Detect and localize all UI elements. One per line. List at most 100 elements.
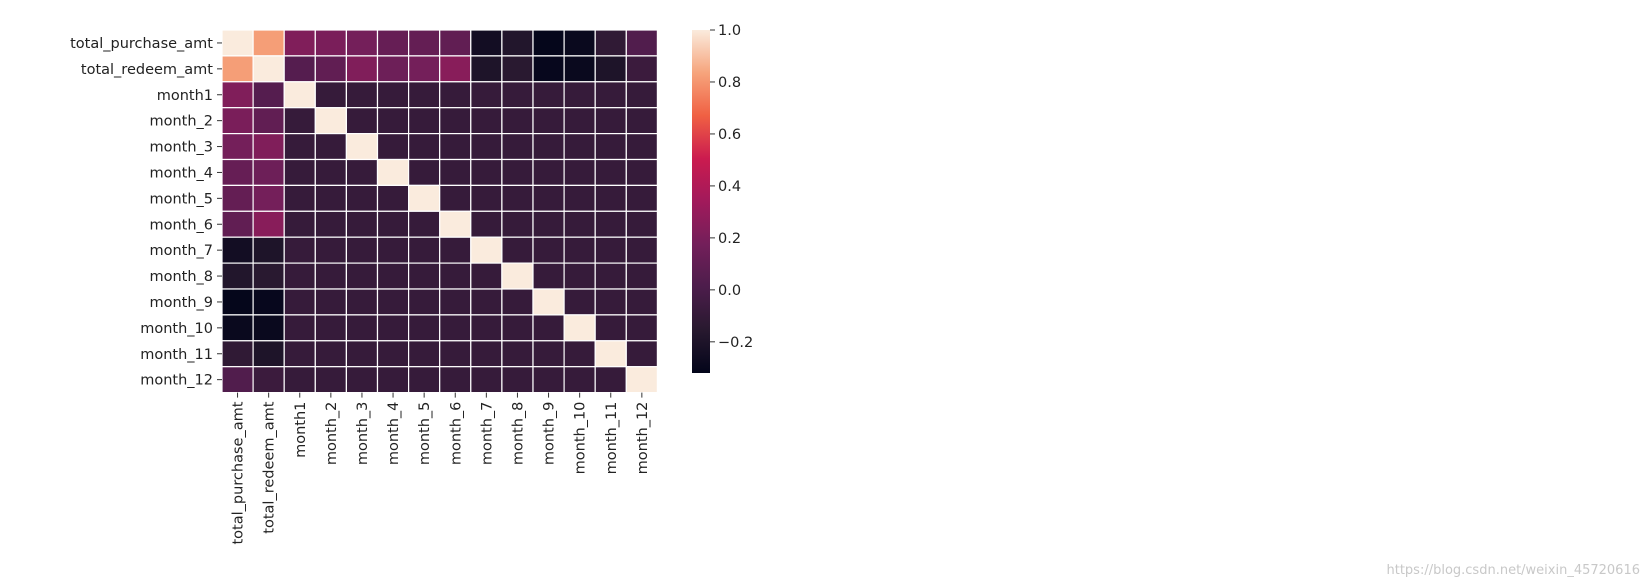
column-label: month_12 — [635, 402, 651, 475]
heatmap-cell — [252, 55, 285, 83]
heatmap-cell — [625, 81, 658, 109]
colorbar-tick-label: 0.8 — [718, 75, 741, 91]
heatmap-cell — [314, 288, 347, 316]
heatmap-cell — [439, 81, 472, 109]
colorbar-tick-label: 0.6 — [718, 127, 741, 143]
column-label: month_9 — [542, 402, 558, 466]
heatmap-cell — [439, 55, 472, 83]
heatmap-cell — [563, 107, 596, 135]
heatmap-cell — [594, 133, 627, 161]
row-label: month_7 — [149, 243, 213, 259]
heatmap-cell — [501, 262, 534, 290]
heatmap-cell — [532, 81, 565, 109]
heatmap-cell — [532, 55, 565, 83]
heatmap-cell — [408, 133, 441, 161]
heatmap-cell — [314, 29, 347, 57]
colorbar-tick-label: 1.0 — [718, 23, 741, 39]
heatmap-cell — [345, 133, 379, 161]
heatmap-cell — [252, 184, 285, 212]
heatmap-cell — [314, 184, 347, 212]
heatmap-cell — [439, 236, 472, 264]
heatmap-cell — [283, 314, 316, 342]
row-label: total_purchase_amt — [70, 36, 213, 52]
heatmap-cell — [470, 262, 503, 290]
heatmap-cell — [345, 184, 379, 212]
row-label: month_2 — [149, 114, 213, 130]
column-label: month_8 — [510, 402, 526, 466]
heatmap-cell — [501, 55, 534, 83]
heatmap-cell — [221, 55, 254, 83]
column-label: total_purchase_amt — [231, 401, 247, 544]
row-label: month_4 — [149, 165, 213, 181]
heatmap-cell — [345, 262, 379, 290]
heatmap-cell — [532, 236, 565, 264]
heatmap-cell — [532, 314, 565, 342]
heatmap-cell — [252, 288, 285, 316]
heatmap-cell — [221, 262, 254, 290]
heatmap-cell — [563, 184, 596, 212]
heatmap-cell — [625, 314, 658, 342]
heatmap-cell — [439, 210, 472, 238]
row-label: month_8 — [149, 269, 213, 285]
row-label: month_9 — [149, 295, 213, 311]
heatmap-cell — [532, 107, 565, 135]
heatmap-cell — [439, 340, 472, 368]
row-labels: total_purchase_amt total_redeem_amt month1… — [70, 36, 222, 389]
heatmap-cell — [532, 262, 565, 290]
heatmap-cell — [252, 133, 285, 161]
heatmap-cell — [408, 340, 441, 368]
heatmap-cell — [625, 107, 658, 135]
heatmap-cell — [283, 107, 316, 135]
row-label: month_6 — [149, 217, 213, 233]
heatmap-cell — [439, 288, 472, 316]
heatmap-cell — [314, 55, 347, 83]
heatmap-cell — [408, 158, 441, 186]
heatmap-cells — [221, 29, 658, 394]
heatmap-cell — [470, 366, 503, 394]
heatmap-cell — [252, 81, 285, 109]
heatmap-cell — [501, 340, 534, 368]
heatmap-cell — [439, 107, 472, 135]
colorbar-tick-label: 0.4 — [718, 179, 741, 195]
heatmap-cell — [532, 29, 565, 57]
heatmap-cell — [408, 210, 441, 238]
heatmap-cell — [376, 133, 410, 161]
heatmap-cell — [625, 236, 658, 264]
heatmap-cell — [532, 133, 565, 161]
heatmap-cell — [283, 29, 316, 57]
colorbar: 1.0 0.8 0.6 0.4 0.2 0.0 −0.2 — [692, 23, 753, 373]
heatmap-cell — [563, 236, 596, 264]
heatmap-cell — [501, 314, 534, 342]
heatmap-cell — [345, 81, 379, 109]
column-label: month_10 — [573, 402, 589, 475]
column-label: month1 — [293, 402, 309, 458]
heatmap-cell — [563, 340, 596, 368]
column-label: month_4 — [386, 402, 402, 466]
heatmap-cell — [408, 288, 441, 316]
heatmap-cell — [532, 288, 565, 316]
column-label: month_6 — [448, 402, 464, 466]
heatmap-cell — [345, 158, 379, 186]
heatmap-cell — [283, 288, 316, 316]
heatmap-cell — [252, 340, 285, 368]
heatmap-cell — [408, 262, 441, 290]
heatmap-cell — [345, 340, 379, 368]
row-label: month_11 — [140, 347, 213, 363]
heatmap-cell — [470, 107, 503, 135]
heatmap-cell — [376, 184, 410, 212]
colorbar-gradient — [692, 30, 710, 373]
heatmap-cell — [501, 236, 534, 264]
row-label: month_12 — [140, 373, 213, 389]
heatmap-cell — [221, 184, 254, 212]
heatmap-cell — [625, 210, 658, 238]
heatmap-cell — [283, 184, 316, 212]
heatmap-cell — [563, 55, 596, 83]
heatmap-cell — [345, 236, 379, 264]
row-label: month_10 — [140, 321, 213, 337]
heatmap-cell — [252, 262, 285, 290]
heatmap-cell — [625, 184, 658, 212]
heatmap-cell — [501, 29, 534, 57]
heatmap-cell — [376, 288, 410, 316]
heatmap-cell — [314, 81, 347, 109]
heatmap-cell — [252, 236, 285, 264]
